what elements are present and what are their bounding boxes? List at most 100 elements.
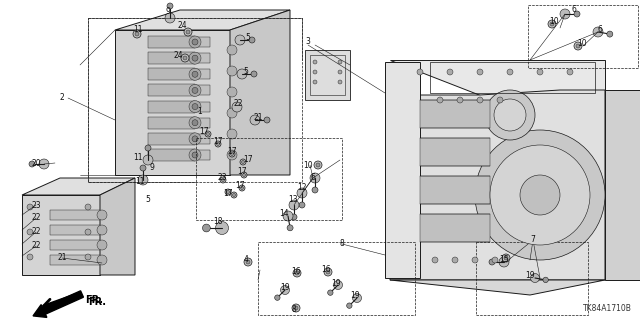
Circle shape [283, 211, 293, 221]
Circle shape [192, 120, 198, 126]
Bar [148, 52, 195, 64]
Circle shape [492, 257, 498, 263]
Circle shape [202, 224, 211, 232]
Circle shape [220, 177, 226, 183]
Bar [148, 117, 195, 129]
Bar [88, 18, 302, 182]
Polygon shape [115, 10, 290, 30]
Text: 9: 9 [166, 7, 170, 17]
Circle shape [502, 254, 510, 262]
Circle shape [250, 115, 260, 125]
Circle shape [221, 179, 225, 181]
Polygon shape [115, 30, 230, 175]
Circle shape [97, 225, 107, 235]
Circle shape [241, 161, 244, 164]
Circle shape [232, 194, 236, 196]
Text: 21: 21 [253, 114, 263, 123]
Bar [195, 150, 210, 160]
Bar [195, 101, 210, 112]
Circle shape [189, 117, 201, 129]
Text: 5: 5 [145, 196, 150, 204]
Text: 11: 11 [133, 154, 143, 163]
Text: 12: 12 [297, 183, 307, 193]
Circle shape [165, 13, 175, 23]
Bar [420, 214, 490, 242]
Bar [148, 36, 195, 48]
Circle shape [189, 52, 201, 64]
Text: 4: 4 [244, 255, 248, 265]
Circle shape [216, 142, 220, 146]
Bar [420, 138, 490, 166]
Circle shape [227, 66, 237, 76]
Circle shape [567, 69, 573, 75]
Text: 11: 11 [133, 26, 143, 35]
Text: 19: 19 [350, 291, 360, 300]
Text: 10: 10 [303, 161, 313, 170]
Polygon shape [22, 178, 135, 195]
Text: 20: 20 [31, 158, 41, 167]
Circle shape [326, 270, 330, 274]
Circle shape [85, 229, 91, 235]
Circle shape [227, 129, 237, 139]
Text: 22: 22 [31, 242, 41, 251]
Circle shape [184, 28, 192, 36]
Bar [195, 53, 210, 63]
Circle shape [494, 99, 526, 131]
Text: 6: 6 [598, 26, 602, 35]
Circle shape [189, 133, 201, 145]
Circle shape [227, 45, 237, 55]
Circle shape [316, 163, 320, 167]
Circle shape [548, 20, 556, 28]
Circle shape [241, 187, 243, 189]
Circle shape [189, 36, 201, 48]
Text: 5: 5 [244, 68, 248, 76]
Circle shape [280, 285, 289, 294]
Bar [476, 242, 588, 315]
Text: 17: 17 [223, 188, 233, 197]
Circle shape [192, 55, 198, 61]
Bar [50, 225, 100, 235]
Text: FR.: FR. [85, 295, 103, 305]
Circle shape [338, 60, 342, 64]
Circle shape [520, 175, 560, 215]
Text: 18: 18 [213, 218, 223, 227]
Bar [195, 37, 210, 47]
Circle shape [138, 175, 148, 185]
Bar [420, 176, 490, 204]
Circle shape [477, 97, 483, 103]
Circle shape [293, 269, 301, 277]
Text: 24: 24 [177, 20, 187, 29]
Circle shape [295, 271, 299, 275]
Circle shape [576, 44, 580, 48]
Circle shape [229, 151, 235, 157]
Text: 22: 22 [233, 99, 243, 108]
Circle shape [227, 150, 237, 160]
Text: 19: 19 [280, 284, 290, 292]
Bar [148, 84, 195, 96]
Circle shape [299, 202, 305, 208]
Text: 8: 8 [340, 239, 344, 249]
Circle shape [216, 221, 228, 235]
Circle shape [294, 306, 298, 310]
Circle shape [497, 97, 503, 103]
Bar [195, 118, 210, 128]
Circle shape [457, 97, 463, 103]
Text: 3: 3 [305, 37, 310, 46]
Circle shape [189, 84, 201, 96]
Circle shape [297, 188, 307, 198]
Circle shape [338, 80, 342, 84]
Circle shape [324, 268, 332, 276]
Circle shape [485, 90, 535, 140]
Bar [148, 100, 195, 113]
Circle shape [560, 9, 570, 19]
Circle shape [227, 87, 237, 97]
Circle shape [246, 260, 250, 264]
Circle shape [85, 254, 91, 260]
Circle shape [333, 281, 342, 290]
Polygon shape [390, 90, 605, 280]
Polygon shape [100, 178, 135, 275]
Text: 19: 19 [525, 270, 535, 279]
Circle shape [135, 32, 139, 36]
Circle shape [27, 229, 33, 235]
Circle shape [192, 104, 198, 109]
